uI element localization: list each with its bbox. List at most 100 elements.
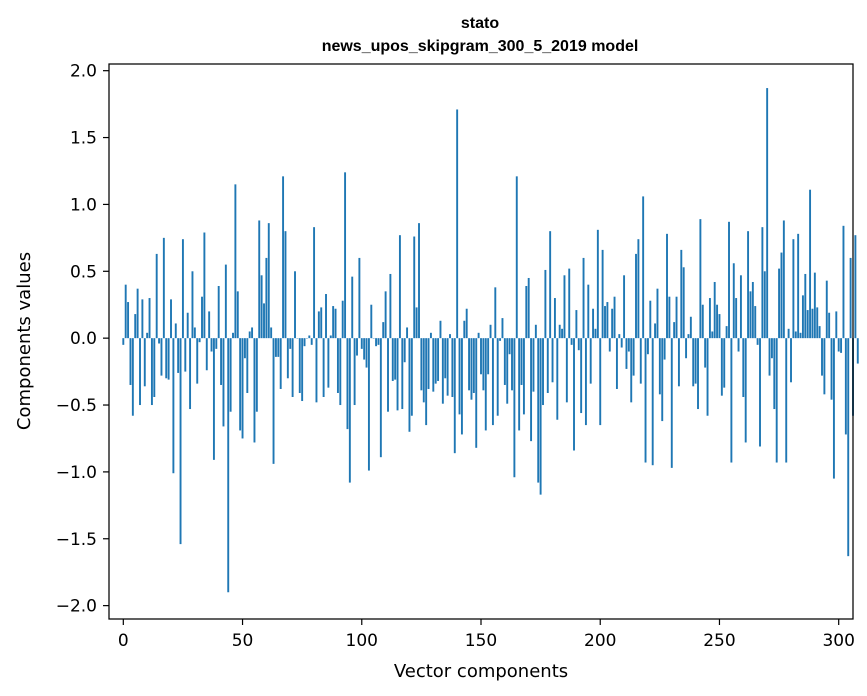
bar-9 — [143, 338, 146, 387]
bar-218 — [642, 196, 645, 339]
bar-4 — [131, 338, 134, 416]
bar-26 — [184, 338, 187, 372]
bar-209 — [620, 338, 623, 348]
bar-124 — [418, 223, 420, 339]
bar-103 — [367, 338, 370, 471]
bar-281 — [792, 239, 795, 339]
bar-175 — [539, 338, 542, 495]
bar-264 — [751, 281, 754, 339]
bar-179 — [549, 231, 552, 339]
bar-290 — [813, 272, 816, 339]
bar-169 — [525, 286, 528, 339]
bar-69 — [286, 338, 289, 379]
bar-43 — [224, 264, 227, 339]
bar-58 — [260, 275, 263, 339]
bar-190 — [575, 310, 578, 339]
bar-142 — [460, 338, 463, 435]
bar-220 — [646, 338, 649, 355]
bar-36 — [208, 311, 211, 339]
bar-222 — [651, 338, 654, 466]
bar-147 — [472, 338, 475, 393]
bar-59 — [263, 303, 265, 339]
bar-75 — [301, 338, 304, 402]
bar-85 — [325, 294, 327, 339]
bar-195 — [587, 284, 590, 339]
bar-44 — [227, 338, 230, 593]
bar-159 — [501, 318, 504, 339]
bar-106 — [375, 338, 378, 347]
bar-17 — [162, 237, 165, 339]
bar-72 — [294, 271, 296, 339]
bar-118 — [403, 338, 406, 363]
bar-171 — [530, 338, 533, 442]
bar-236 — [685, 338, 688, 359]
bar-90 — [336, 338, 339, 393]
bar-155 — [491, 338, 494, 426]
bar-194 — [584, 338, 587, 426]
bar-47 — [234, 184, 237, 339]
bar-86 — [327, 338, 330, 388]
bar-107 — [377, 338, 380, 345]
bar-96 — [351, 276, 354, 339]
bar-115 — [396, 338, 399, 411]
bar-139 — [453, 338, 456, 454]
bar-93 — [344, 172, 347, 339]
bar-260 — [742, 338, 745, 397]
bar-134 — [441, 338, 444, 404]
y-tick-label: 1.0 — [70, 195, 97, 215]
bar-237 — [687, 334, 690, 339]
bar-276 — [780, 252, 783, 339]
bar-141 — [458, 338, 461, 415]
bar-41 — [220, 338, 223, 385]
bar-250 — [718, 314, 721, 339]
y-tick-label: −0.5 — [56, 396, 97, 416]
bar-56 — [255, 338, 258, 412]
bar-263 — [749, 291, 752, 339]
bar-244 — [704, 338, 707, 368]
bar-231 — [673, 322, 676, 339]
bar-221 — [649, 300, 652, 339]
bar-3 — [129, 338, 132, 385]
bar-297 — [830, 338, 833, 400]
bar-129 — [429, 332, 432, 339]
y-tick-label: 0.5 — [70, 262, 97, 282]
bar-284 — [799, 332, 802, 339]
bar-302 — [842, 225, 845, 339]
bar-173 — [534, 324, 537, 339]
plot-frame — [108, 63, 854, 620]
bar-71 — [291, 338, 294, 397]
bar-68 — [284, 231, 287, 339]
bar-299 — [835, 311, 838, 339]
bar-201 — [601, 249, 604, 339]
bar-188 — [570, 338, 573, 345]
bar-168 — [522, 338, 525, 415]
bar-22 — [174, 323, 177, 339]
bar-178 — [546, 338, 549, 393]
bar-296 — [828, 312, 831, 339]
bar-55 — [253, 338, 256, 443]
bar-254 — [728, 221, 730, 339]
bar-125 — [420, 338, 423, 391]
bar-199 — [596, 229, 599, 339]
bar-150 — [480, 338, 482, 375]
bar-146 — [470, 338, 473, 400]
bar-160 — [503, 338, 506, 385]
bar-298 — [832, 338, 835, 479]
bar-185 — [563, 275, 566, 339]
bar-53 — [248, 331, 251, 339]
bar-13 — [153, 338, 156, 397]
bar-88 — [332, 306, 335, 339]
bar-164 — [513, 338, 516, 478]
bar-149 — [477, 332, 480, 339]
bar-119 — [406, 327, 409, 339]
bar-172 — [532, 338, 535, 392]
x-axis-label: Vector components — [394, 661, 568, 682]
y-axis-label: Components values — [14, 252, 35, 430]
bar-294 — [823, 338, 826, 395]
bar-126 — [422, 338, 425, 403]
bar-16 — [160, 338, 163, 376]
bar-208 — [618, 334, 621, 339]
bar-54 — [251, 327, 254, 339]
bar-18 — [165, 338, 168, 379]
bar-214 — [632, 338, 635, 376]
